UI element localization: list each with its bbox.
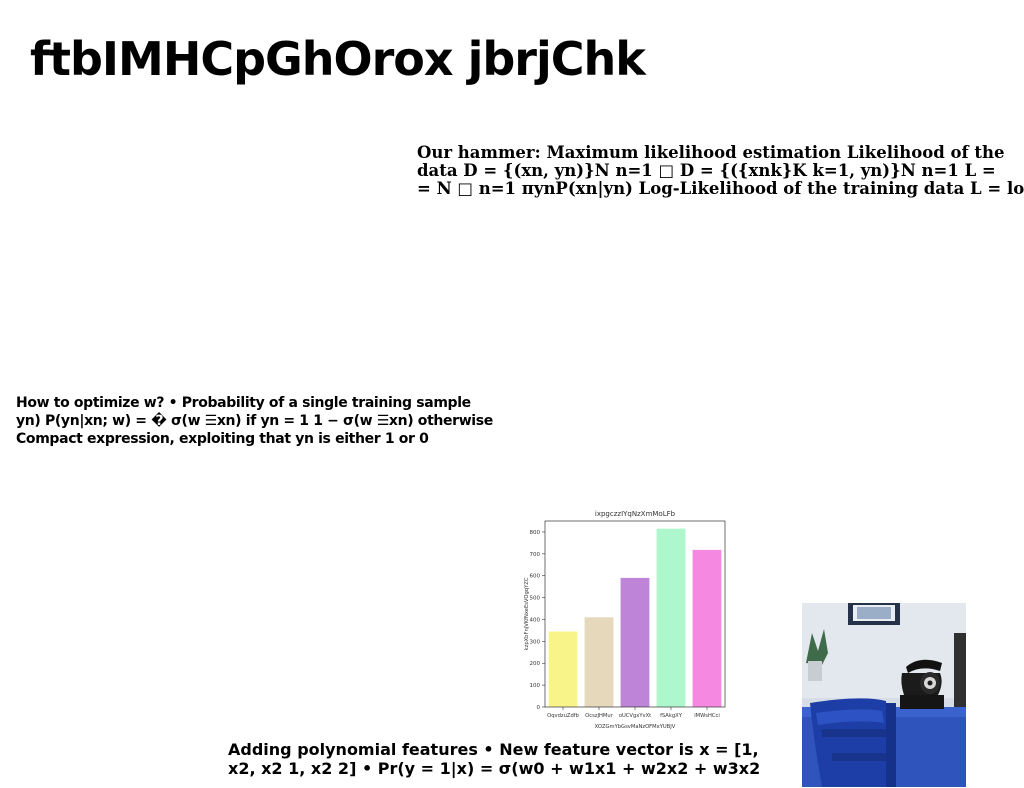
y-tick-label: 100 bbox=[530, 683, 541, 689]
bar-chart-svg: ixpgczzIYqNzXmMoLFb OqvdzuZdfb OcszJHMur oU… bbox=[524, 510, 726, 730]
y-tick-label: 0 bbox=[537, 705, 541, 711]
y-tick-label: 800 bbox=[530, 530, 541, 536]
mle-text-block: Our hammer: Maximum likelihood estimatio… bbox=[417, 144, 1024, 198]
poly-text-line: x2, x2 1, x2 2] • Pr(y = 1|x) = σ(w0 + w… bbox=[228, 759, 761, 778]
x-tick-label: OcszJHMur bbox=[585, 713, 614, 719]
y-tick-label: 700 bbox=[530, 552, 541, 558]
poly-text-block: Adding polynomial features • New feature… bbox=[228, 740, 760, 778]
x-tick-label: fSAkgXY bbox=[660, 713, 683, 719]
chart-bar bbox=[584, 617, 614, 707]
optimize-text-line: yn) P(yn|xn; w) = � σ(w ☰xn) if yn = 1 1… bbox=[16, 413, 493, 429]
mle-text-line: Our hammer: Maximum likelihood estimatio… bbox=[417, 144, 1005, 162]
bar-chart: ixpgczzIYqNzXmMoLFb OqvdzuZdfb OcszJHMur oU… bbox=[516, 505, 736, 733]
mle-text-line: = N □ n=1 πynP(xn|yn) Log-Likelihood of … bbox=[417, 179, 1024, 198]
optimize-text-line: How to optimize w? • Probability of a si… bbox=[16, 395, 471, 411]
y-tick-label: 200 bbox=[530, 661, 541, 667]
x-tick-label: lMWsHCci bbox=[694, 713, 720, 719]
chart-bar bbox=[620, 577, 650, 707]
y-axis-label: kzpXbFnjVKfNxeEsVOgqYZC bbox=[524, 577, 530, 650]
x-tick-label: OqvdzuZdfb bbox=[547, 713, 579, 719]
chart-bar bbox=[548, 631, 578, 707]
chart-bar bbox=[692, 549, 722, 707]
y-tick-label: 300 bbox=[530, 639, 541, 645]
desk-telephone-photo bbox=[802, 603, 966, 787]
chart-title: ixpgczzIYqNzXmMoLFb bbox=[595, 510, 676, 518]
chart-bar bbox=[656, 528, 686, 707]
x-axis-label: XOZGmYbGsvMaNzOFMxYUBJV bbox=[595, 724, 676, 730]
poly-text-line: Adding polynomial features • New feature… bbox=[228, 740, 759, 759]
page-title: ftbIMHCpGhOrox jbrjChk bbox=[30, 32, 646, 86]
x-tick-label: oUCVgxYvXt bbox=[619, 713, 651, 719]
optimize-text-line: Compact expression, exploiting that yn i… bbox=[16, 431, 429, 447]
y-tick-label: 600 bbox=[530, 574, 541, 580]
optimize-text-block: How to optimize w? • Probability of a si… bbox=[16, 394, 493, 448]
mle-text-line: data D = {(xn, yn)}N n=1 □ D = {({xnk}K … bbox=[417, 161, 996, 180]
y-tick-label: 400 bbox=[530, 617, 541, 623]
y-tick-label: 500 bbox=[530, 596, 541, 602]
plot-frame bbox=[544, 520, 726, 708]
photo-illustration bbox=[802, 603, 966, 787]
